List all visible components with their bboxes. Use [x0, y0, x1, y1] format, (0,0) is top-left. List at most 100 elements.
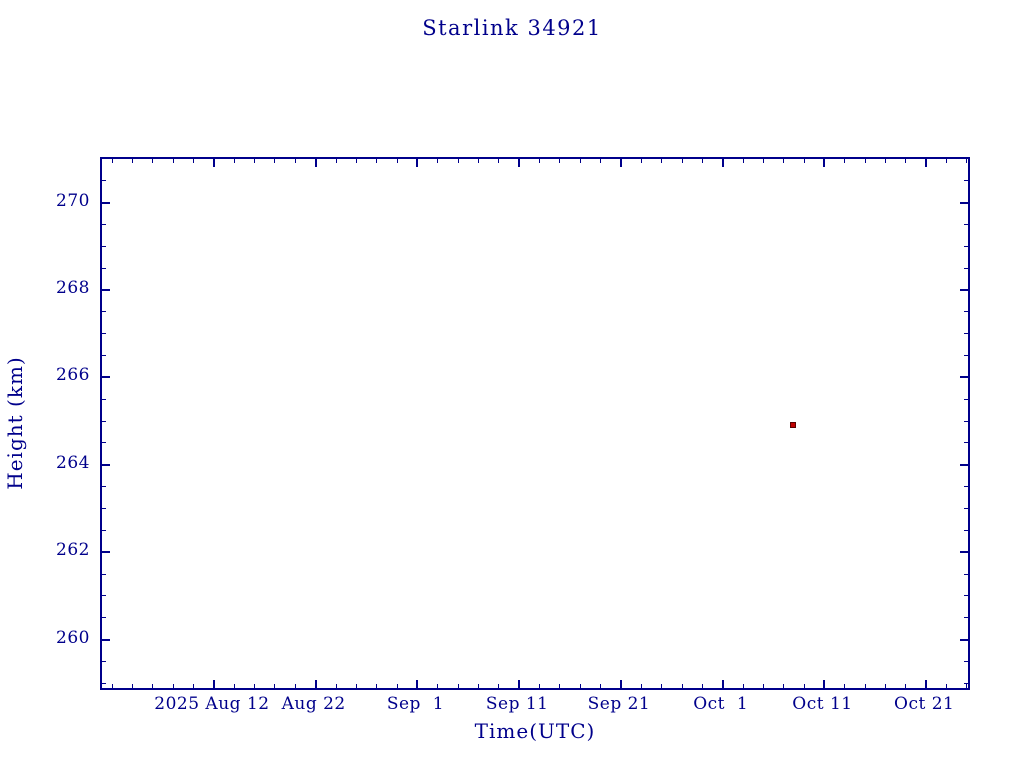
x-tick-minor — [498, 684, 500, 688]
x-tick-minor — [376, 684, 378, 688]
x-tick-minor — [661, 684, 663, 688]
x-tick-minor — [274, 159, 276, 163]
y-tick-minor — [102, 420, 106, 422]
y-tick-minor — [964, 267, 968, 269]
y-tick-minor — [964, 617, 968, 619]
chart-title: Starlink 34921 — [422, 16, 602, 40]
x-tick-label: 2025 Aug 12 — [154, 694, 270, 714]
x-tick-minor — [701, 159, 703, 163]
x-tick-minor — [437, 684, 439, 688]
x-tick-minor — [681, 159, 683, 163]
x-tick-major — [416, 159, 419, 167]
x-tick-minor — [742, 684, 744, 688]
y-tick-minor — [102, 660, 106, 662]
y-tick-minor — [102, 180, 106, 182]
y-tick-major — [102, 551, 110, 554]
x-tick-minor — [498, 159, 500, 163]
x-tick-minor — [783, 684, 785, 688]
plot-area — [100, 157, 970, 690]
x-tick-minor — [600, 159, 602, 163]
x-tick-minor — [233, 159, 235, 163]
x-tick-minor — [783, 159, 785, 163]
data-point-marker — [789, 421, 796, 428]
y-tick-minor — [102, 573, 106, 575]
x-tick-minor — [355, 684, 357, 688]
y-tick-label: 266 — [56, 365, 90, 386]
x-tick-minor — [579, 159, 581, 163]
y-tick-minor — [102, 442, 106, 444]
x-tick-minor — [457, 684, 459, 688]
y-tick-major — [102, 376, 110, 379]
x-tick-minor — [457, 159, 459, 163]
x-tick-minor — [172, 684, 174, 688]
x-tick-minor — [396, 684, 398, 688]
x-tick-label: Sep 11 — [485, 694, 549, 714]
x-tick-minor — [803, 159, 805, 163]
y-tick-label: 268 — [56, 278, 90, 299]
x-tick-major — [212, 159, 215, 167]
x-tick-minor — [640, 159, 642, 163]
x-tick-major — [925, 680, 928, 688]
y-tick-minor — [964, 420, 968, 422]
x-tick-minor — [437, 159, 439, 163]
x-tick-minor — [477, 684, 479, 688]
x-tick-minor — [376, 159, 378, 163]
y-tick-minor — [102, 595, 106, 597]
y-tick-major — [960, 289, 968, 292]
x-tick-label: Oct 21 — [894, 694, 955, 714]
x-tick-major — [721, 159, 724, 167]
x-tick-minor — [681, 684, 683, 688]
x-tick-minor — [885, 684, 886, 688]
x-tick-minor — [762, 159, 764, 163]
y-tick-minor — [102, 398, 106, 400]
y-tick-label: 260 — [56, 627, 90, 648]
y-tick-minor — [964, 311, 968, 313]
x-tick-minor — [559, 159, 561, 163]
x-tick-minor — [294, 684, 296, 688]
x-tick-major — [823, 680, 826, 688]
x-tick-minor — [172, 159, 174, 163]
y-tick-minor — [102, 529, 106, 531]
y-tick-minor — [964, 508, 968, 509]
x-tick-minor — [844, 159, 846, 163]
x-tick-minor — [132, 159, 134, 163]
x-tick-minor — [559, 684, 561, 688]
y-tick-label: 262 — [56, 540, 90, 561]
x-tick-minor — [111, 159, 113, 163]
x-tick-label: Oct 11 — [792, 694, 853, 714]
x-tick-minor — [152, 684, 154, 688]
y-tick-minor — [964, 245, 968, 247]
y-tick-major — [960, 463, 968, 466]
x-tick-minor — [864, 159, 866, 163]
x-tick-minor — [233, 684, 235, 688]
x-tick-label: Aug 22 — [281, 694, 346, 714]
x-tick-minor — [254, 159, 256, 163]
x-tick-minor — [803, 684, 805, 688]
y-tick-label: 270 — [56, 190, 90, 211]
x-tick-minor — [742, 159, 744, 163]
y-tick-minor — [102, 311, 106, 313]
x-tick-major — [212, 680, 215, 688]
x-tick-minor — [111, 684, 113, 688]
y-tick-major — [102, 201, 110, 204]
y-tick-minor — [102, 617, 106, 619]
x-tick-minor — [661, 159, 663, 163]
y-tick-minor — [964, 573, 968, 575]
y-tick-minor — [102, 486, 106, 488]
y-tick-minor — [964, 660, 968, 662]
y-tick-minor — [964, 224, 968, 226]
x-tick-minor — [193, 684, 195, 688]
x-tick-major — [619, 680, 622, 688]
x-tick-major — [518, 159, 521, 167]
y-tick-minor — [964, 595, 968, 597]
x-tick-minor — [946, 684, 948, 688]
y-tick-minor — [102, 682, 106, 684]
x-tick-label: Sep 1 — [386, 694, 445, 714]
x-tick-minor — [864, 684, 866, 688]
y-tick-minor — [102, 355, 106, 357]
y-tick-major — [102, 463, 110, 466]
y-tick-minor — [102, 333, 106, 335]
x-tick-minor — [885, 159, 886, 163]
y-tick-major — [960, 376, 968, 379]
